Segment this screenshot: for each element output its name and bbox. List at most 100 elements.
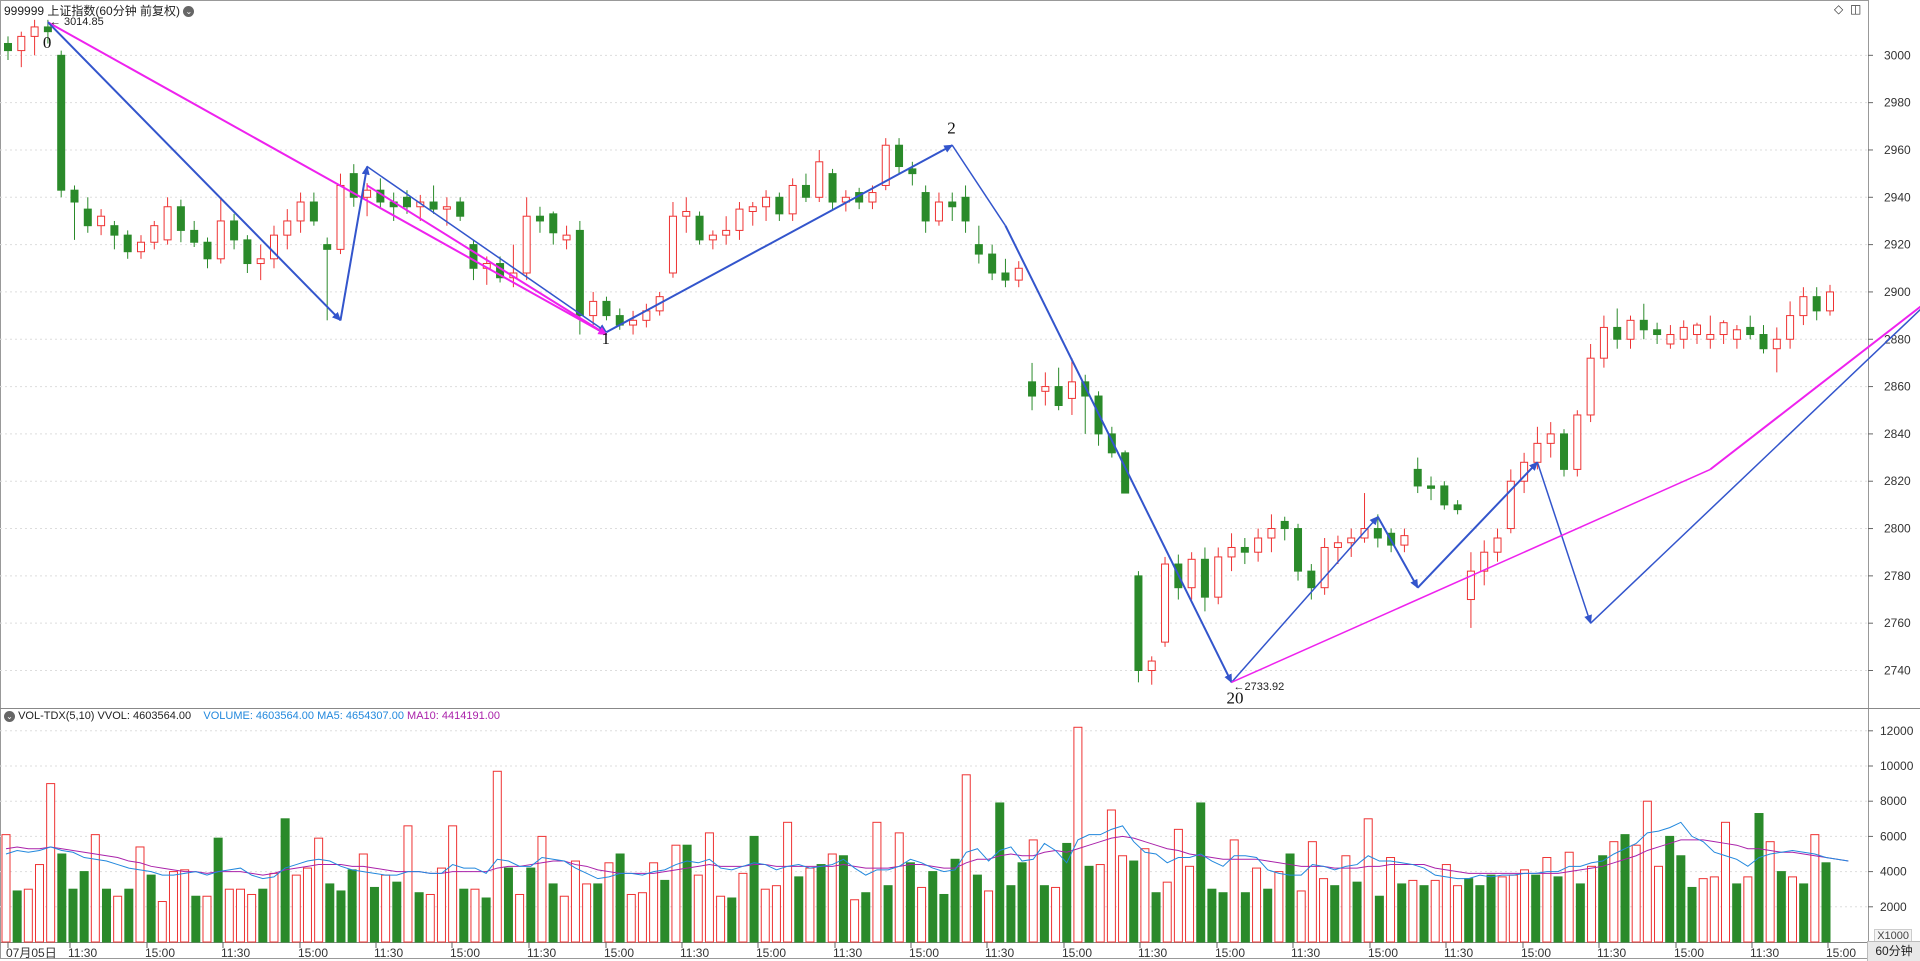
volume-bar	[917, 886, 927, 943]
wave-line	[339, 165, 370, 321]
candle-body	[336, 184, 345, 250]
volume-bar	[1039, 885, 1049, 943]
volume-bar	[1118, 855, 1128, 943]
candle-body	[456, 201, 465, 217]
volume-bar	[101, 888, 111, 943]
volume-bar	[1542, 857, 1552, 943]
chart-title: 999999 上证指数(60分钟 前复权)	[4, 4, 181, 18]
price-tick-label: 2980	[1884, 96, 1911, 110]
volume-bar	[872, 821, 882, 943]
wave-label: 0	[43, 33, 52, 52]
volume-bar	[79, 871, 89, 943]
time-tick-label: 15:00	[1215, 946, 1245, 960]
chevron-down-icon[interactable]: ⌄	[183, 6, 195, 18]
time-tick-label: 11:30	[680, 946, 709, 960]
volume-bar	[749, 835, 759, 943]
price-tick-label: 2760	[1884, 616, 1911, 630]
volume-bar	[961, 774, 971, 943]
volume-bar	[1821, 862, 1831, 943]
candle-body	[150, 225, 159, 243]
timeframe-button[interactable]: 60分钟	[1867, 941, 1920, 961]
price-tick-label: 3000	[1884, 48, 1911, 62]
time-tick-label: 11:30	[1750, 946, 1779, 960]
candle-body	[243, 239, 252, 265]
volume-bar	[1352, 881, 1362, 943]
candle-body	[575, 229, 584, 317]
volume-bar	[1341, 855, 1351, 943]
candle-body	[1427, 485, 1436, 489]
candle-body	[176, 206, 185, 231]
candle-body	[1240, 546, 1249, 553]
candle-body	[748, 206, 757, 212]
volume-bar	[794, 876, 804, 943]
time-tick-label: 15:00	[909, 946, 939, 960]
volume-bar	[905, 862, 915, 943]
volume-bar	[1598, 855, 1608, 943]
price-tick-label: 2960	[1884, 143, 1911, 157]
volume-bar	[850, 899, 860, 943]
candle-body	[203, 241, 212, 260]
volume-bar	[972, 874, 982, 943]
candle-body	[1214, 556, 1223, 598]
candle-body	[1759, 334, 1768, 350]
volume-bar	[392, 881, 402, 943]
volume-bar	[1776, 871, 1786, 943]
diamond-icon[interactable]: ◇	[1834, 2, 1844, 16]
candle-body	[974, 244, 983, 255]
candle-body	[948, 201, 957, 208]
candle-body	[1280, 520, 1289, 530]
time-tick-label: 11:30	[527, 946, 556, 960]
candle-body	[589, 300, 598, 317]
volume-bar	[738, 872, 748, 943]
time-tick-label: 15:00	[756, 946, 786, 960]
candle-body	[363, 189, 372, 198]
volume-bar	[113, 895, 123, 943]
candle-body	[934, 201, 943, 222]
wave-line	[1004, 225, 1233, 684]
volume-bar	[1765, 841, 1775, 943]
volume-bar	[984, 890, 994, 943]
volume-header: ⌄ VOL-TDX(5,10) VVOL: 4603564.00 VOLUME:…	[4, 710, 500, 722]
candle-body	[416, 201, 425, 208]
volume-bar	[1285, 853, 1295, 943]
volume-bar	[1587, 865, 1597, 943]
wave-line	[1230, 515, 1379, 683]
volume-bar	[1084, 865, 1094, 943]
volume-bar	[1754, 813, 1764, 943]
candle-body	[668, 215, 677, 274]
volume-bar	[459, 888, 469, 943]
volume-bar	[1229, 839, 1239, 943]
volume-bar	[1095, 864, 1105, 943]
volume-bar	[783, 821, 793, 943]
candle-body	[17, 35, 26, 52]
volume-bar	[1676, 855, 1686, 943]
time-tick-label: 15:00	[1674, 946, 1704, 960]
volume-bar	[1129, 860, 1139, 943]
volume-bar	[1, 834, 11, 943]
volume-unit-label: X1000	[1874, 929, 1912, 943]
volume-bar	[1408, 879, 1418, 943]
volume-bar	[1207, 888, 1217, 943]
candle-body	[1786, 315, 1795, 340]
price-tick-label: 2820	[1884, 474, 1911, 488]
candle-body	[1227, 546, 1236, 558]
volume-bar	[291, 874, 301, 943]
candle-body	[1639, 319, 1648, 331]
volume-bar	[1196, 802, 1206, 943]
volume-tick-label: 12000	[1880, 724, 1914, 738]
window-icon[interactable]: ◫	[1850, 2, 1862, 16]
time-tick-label: 15:00	[1521, 946, 1551, 960]
volume-bar	[950, 858, 960, 943]
candle-body	[123, 234, 132, 253]
candle-body	[309, 201, 318, 222]
volume-bar	[503, 867, 513, 943]
candle-body	[801, 184, 810, 198]
wave-line	[47, 21, 608, 336]
chevron-down-icon[interactable]: ⌄	[4, 710, 15, 722]
volume-bar	[1520, 869, 1530, 943]
candle-body	[735, 208, 744, 231]
candle-body	[1746, 326, 1755, 336]
time-tick-label: 11:30	[1597, 946, 1626, 960]
volume-bar	[146, 874, 156, 943]
ma5-line	[5, 821, 1849, 880]
